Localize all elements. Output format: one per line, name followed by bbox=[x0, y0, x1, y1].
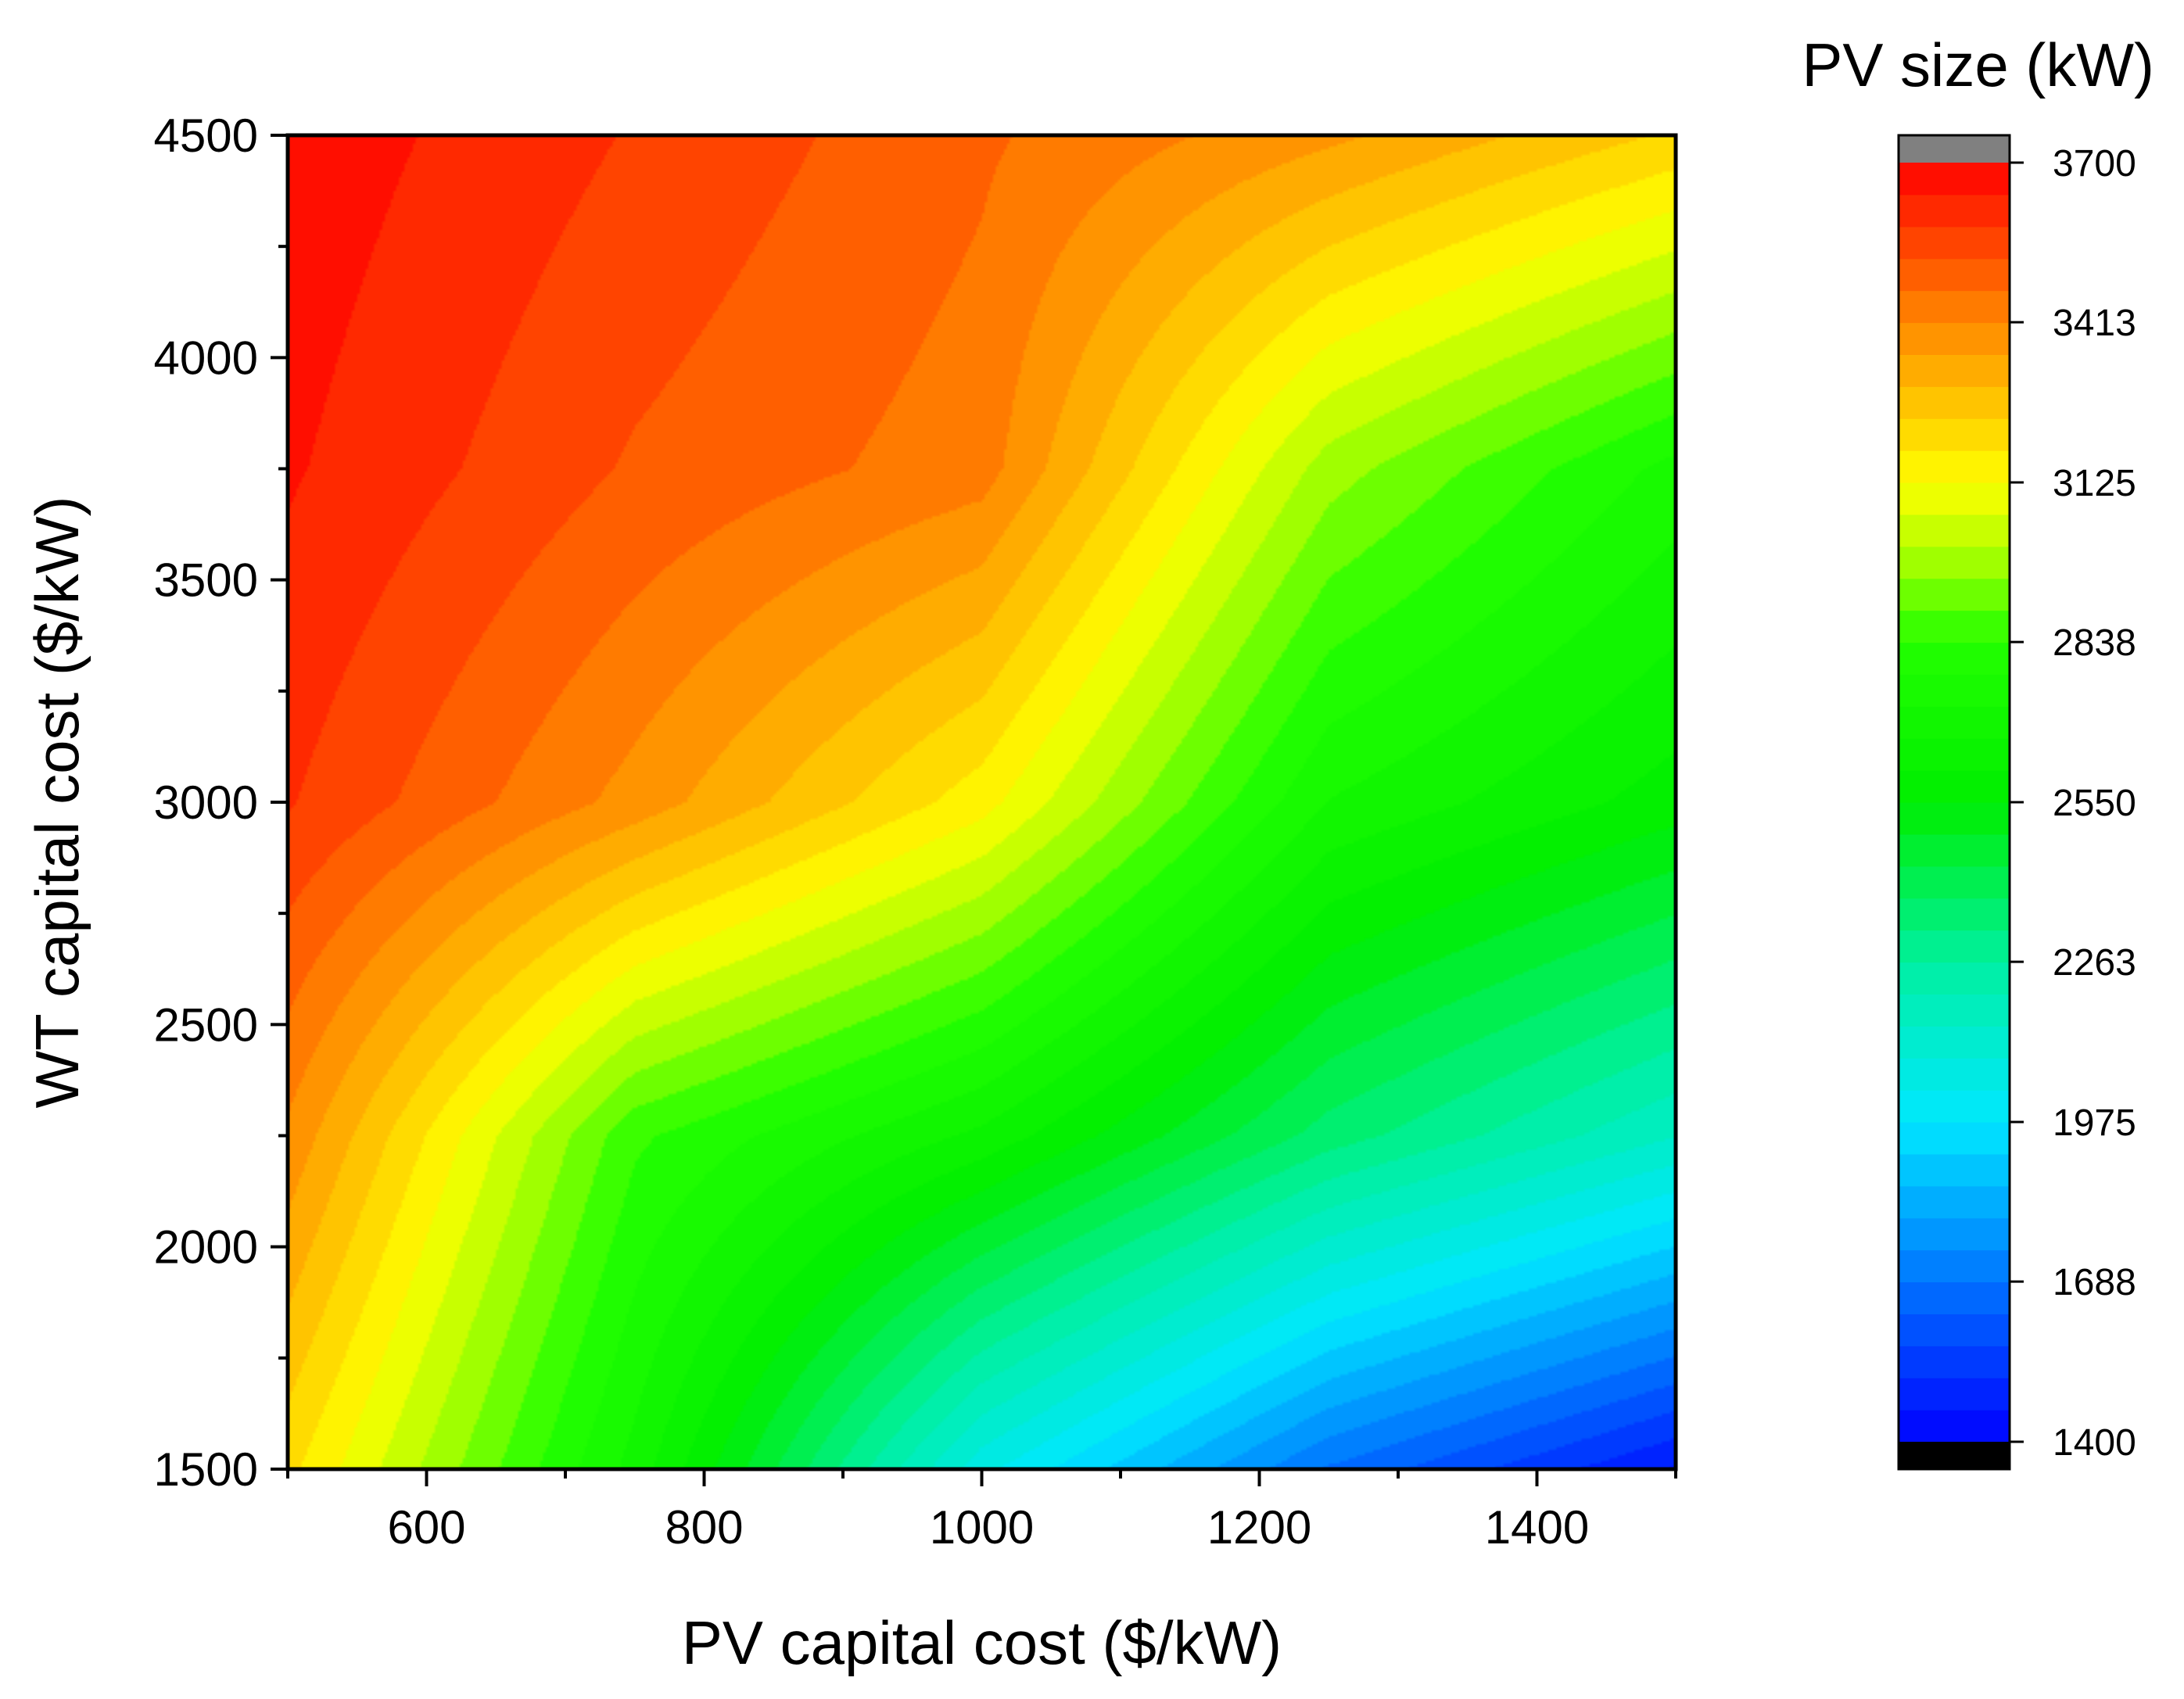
x-tick-label: 600 bbox=[387, 1501, 465, 1554]
x-tick-label: 1200 bbox=[1207, 1501, 1311, 1554]
colorbar-segment bbox=[1899, 1217, 2010, 1251]
colorbar-segment bbox=[1899, 1153, 2010, 1187]
colorbar-segment bbox=[1899, 163, 2010, 195]
colorbar-segment bbox=[1899, 418, 2010, 451]
x-axis: 600 800 1000 1200 1400 bbox=[286, 1469, 1677, 1554]
colorbar-segment bbox=[1899, 770, 2010, 803]
colorbar-segment bbox=[1899, 833, 2010, 867]
colorbar-segment bbox=[1899, 514, 2010, 547]
colorbar-tick-label: 2838 bbox=[2053, 622, 2136, 664]
y-tick-label: 4000 bbox=[154, 332, 258, 384]
colorbar-segment bbox=[1899, 1410, 2010, 1443]
colorbar-segment bbox=[1899, 962, 2010, 995]
y-axis: 1500 2000 2500 3000 3500 4000 4500 bbox=[154, 109, 288, 1496]
colorbar-tick-label: 3413 bbox=[2053, 303, 2136, 344]
colorbar-segment bbox=[1899, 546, 2010, 579]
colorbar-segment bbox=[1899, 258, 2010, 292]
colorbar-segment bbox=[1899, 482, 2010, 515]
colorbar-segment bbox=[1899, 738, 2010, 771]
colorbar-segment bbox=[1899, 642, 2010, 675]
y-tick-label: 2500 bbox=[154, 998, 258, 1051]
colorbar-segment bbox=[1899, 802, 2010, 835]
colorbar-segment bbox=[1899, 290, 2010, 324]
colorbar-segment bbox=[1899, 1346, 2010, 1378]
colorbar-segment bbox=[1899, 226, 2010, 260]
y-tick-label: 1500 bbox=[154, 1443, 258, 1496]
x-tick-label: 1400 bbox=[1485, 1501, 1589, 1554]
colorbar-tick-label: 2263 bbox=[2053, 942, 2136, 984]
colorbar-segment bbox=[1899, 930, 2010, 963]
colorbar-segment bbox=[1899, 1249, 2010, 1283]
colorbar-segment bbox=[1899, 450, 2010, 483]
contour-fill bbox=[288, 135, 1676, 1469]
colorbar-over-segment bbox=[1899, 135, 2010, 163]
colorbar-segment bbox=[1899, 354, 2010, 387]
colorbar-segment bbox=[1899, 994, 2010, 1027]
x-tick-label: 1000 bbox=[930, 1501, 1034, 1554]
colorbar-segment bbox=[1899, 194, 2010, 228]
colorbar-tick-label: 3125 bbox=[2053, 463, 2136, 504]
colorbar-tick-label: 2550 bbox=[2053, 783, 2136, 824]
colorbar-segment bbox=[1899, 706, 2010, 739]
y-tick-label: 3000 bbox=[154, 776, 258, 829]
y-tick-label: 2000 bbox=[154, 1221, 258, 1274]
colorbar: 3700 3413 3125 2838 2550 2263 1975 1688 1400 bbox=[1897, 134, 2136, 1471]
y-axis-title: WT capital cost ($/kW) bbox=[23, 496, 91, 1108]
colorbar-segment bbox=[1899, 1090, 2010, 1123]
colorbar-segment bbox=[1899, 322, 2010, 355]
colorbar-under-segment bbox=[1899, 1442, 2010, 1469]
colorbar-segment bbox=[1899, 1314, 2010, 1346]
colorbar-segment bbox=[1899, 674, 2010, 707]
colorbar-segment bbox=[1899, 1122, 2010, 1155]
colorbar-segment bbox=[1899, 1058, 2010, 1091]
plot-area bbox=[288, 135, 1676, 1469]
colorbar-title: PV size (kW) bbox=[1802, 30, 2154, 99]
colorbar-tick-label: 1975 bbox=[2053, 1102, 2136, 1144]
colorbar-segment bbox=[1899, 610, 2010, 643]
colorbar-segment bbox=[1899, 1026, 2010, 1059]
colorbar-segment bbox=[1899, 1185, 2010, 1219]
colorbar-segment bbox=[1899, 578, 2010, 611]
colorbar-tick-label: 1400 bbox=[2053, 1422, 2136, 1464]
colorbar-tick-label: 1688 bbox=[2053, 1262, 2136, 1303]
y-tick-label: 4500 bbox=[154, 109, 258, 162]
y-tick-label: 3500 bbox=[154, 554, 258, 607]
colorbar-segment bbox=[1899, 898, 2010, 931]
colorbar-segment bbox=[1899, 866, 2010, 899]
x-axis-title: PV capital cost ($/kW) bbox=[682, 1608, 1282, 1677]
colorbar-segment bbox=[1899, 386, 2010, 419]
colorbar-segment bbox=[1899, 1281, 2010, 1314]
x-tick-label: 800 bbox=[665, 1501, 743, 1554]
colorbar-tick-label: 3700 bbox=[2053, 143, 2136, 185]
colorbar-segment bbox=[1899, 1378, 2010, 1410]
